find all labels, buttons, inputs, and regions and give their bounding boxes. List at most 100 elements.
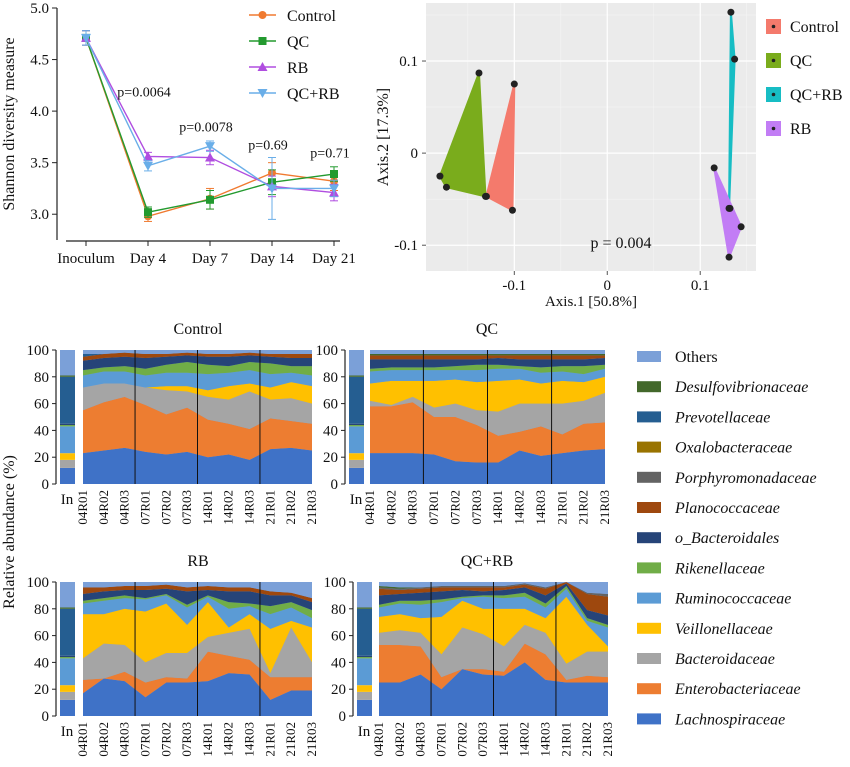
y-axis-label: Shannon diversity measure (1, 37, 18, 210)
inoculum-segment (60, 699, 75, 716)
sample-label: 21R02 (579, 722, 594, 757)
y-axis-label: Relative abundance (%) (1, 455, 18, 609)
inoculum-segment (349, 375, 364, 377)
y-tick-label: 100 (27, 575, 50, 591)
sample-label: 21R01 (262, 490, 277, 525)
data-point (258, 37, 267, 45)
legend-label: Prevotellaceae (674, 409, 770, 426)
sample-label: 14R02 (221, 490, 236, 525)
sample-label: 14R03 (538, 722, 553, 757)
sample-label: 07R03 (179, 490, 194, 525)
sample-label: 21R03 (597, 490, 612, 525)
inoculum-segment (60, 426, 75, 454)
legend-swatch (637, 562, 661, 574)
legend-label: o_Bacteroidales (675, 530, 779, 547)
sample-point (727, 8, 735, 16)
inoculum-segment (60, 582, 75, 608)
legend-label: Control (790, 19, 839, 36)
shannon-line-chart: 3.0 3.5 4.0 4.5 5.0 Shannon diversity measure… (1, 1, 356, 267)
x-tick-label: Day 7 (192, 251, 229, 267)
inoculum-segment (60, 350, 75, 376)
sample-label: 14R01 (200, 490, 215, 525)
y-tick-label: 60 (34, 629, 49, 645)
sample-label: 21R03 (304, 490, 319, 525)
inoculum-segment (60, 375, 75, 377)
y-tick-label: 40 (34, 423, 49, 439)
x-tick-label: Day 14 (250, 251, 294, 267)
y-tick-label: 0 (411, 146, 419, 162)
sample-label: 04R01 (362, 490, 377, 525)
panel-title: QC+RB (461, 553, 514, 570)
sample-label: 07R01 (137, 490, 152, 525)
legend-dot (771, 24, 776, 29)
legend-label: Enterobacteriaceae (674, 681, 801, 698)
taxon-area (83, 582, 312, 599)
sample-label: 04R02 (96, 722, 111, 757)
data-point (330, 170, 338, 179)
y-tick-label: 80 (331, 602, 346, 618)
legend-label: QC+RB (790, 87, 843, 104)
sample-label: 21R02 (283, 490, 298, 525)
y-tick-label: 60 (323, 397, 338, 413)
sample-label: 21R03 (600, 722, 615, 757)
inoculum-label: In (350, 492, 363, 508)
sample-label: 04R03 (413, 722, 428, 757)
sample-label: 07R01 (137, 722, 152, 757)
sample-label: 14R01 (200, 722, 215, 757)
data-point (267, 184, 277, 194)
legend-label: Planococcaceae (674, 500, 780, 517)
sample-label: 04R03 (117, 722, 132, 757)
panel-title: RB (187, 553, 208, 570)
inoculum-segment (357, 655, 372, 658)
y-tick-label: 3.0 (30, 207, 49, 223)
inoculum-segment (357, 699, 372, 716)
legend-swatch (637, 653, 661, 664)
y-tick-label: 60 (34, 397, 49, 413)
sample-label: 21R01 (554, 490, 569, 525)
sample-label: 04R01 (371, 722, 386, 757)
inoculum-segment (349, 467, 364, 484)
sample-label: 14R02 (221, 722, 236, 757)
sample-label: 07R02 (158, 490, 173, 525)
relative-abundance-charts: 04R01 04R02 04R03 07R01 07R02 07R03 14R01 14R02… (1, 321, 615, 757)
sample-point (737, 223, 745, 231)
panel-title: QC (476, 321, 498, 338)
y-tick-label: 0.1 (399, 54, 418, 70)
p-value-annotation: p=0.0064 (117, 86, 170, 101)
sample-point (726, 204, 734, 212)
y-tick-label: 0 (42, 709, 50, 725)
inoculum-segment (357, 658, 372, 686)
data-point (257, 89, 268, 98)
data-point (257, 62, 268, 71)
y-tick-label: 4.0 (30, 104, 49, 120)
inoculum-segment (349, 426, 364, 454)
legend-label: QC (790, 53, 812, 70)
y-tick-label: 40 (323, 423, 338, 439)
legend-label: Lachnospiraceae (674, 711, 785, 728)
legend-swatch (637, 351, 661, 362)
inoculum-segment (357, 582, 372, 608)
y-tick-label: 80 (34, 602, 49, 618)
legend-label: Veillonellaceae (675, 621, 773, 638)
taxon-area (379, 643, 608, 690)
y-tick-label: 20 (323, 450, 338, 466)
sample-label: 14R02 (512, 490, 527, 525)
inoculum-segment (349, 459, 364, 468)
legend-swatch (637, 381, 661, 393)
legend-label: RB (287, 60, 308, 77)
legend-label: Bacteroidaceae (675, 651, 775, 668)
data-point (258, 11, 267, 19)
taxon-area (83, 594, 312, 619)
pcoa-scatter-chart: -0.1 0 0.1 -0.1 0 0.1 Axis.1 [50.8%] Axis.2 [17… (375, 3, 843, 310)
legend-label: Control (287, 8, 336, 25)
x-tick-label: 0 (604, 278, 612, 294)
sample-point (481, 192, 489, 200)
p-value-annotation: p=0.69 (248, 138, 287, 153)
inoculum-segment (60, 425, 75, 427)
inoculum-segment (349, 350, 364, 376)
inoculum-segment (349, 423, 364, 426)
p-value-annotation: p = 0.004 (590, 235, 651, 252)
inoculum-segment (349, 376, 364, 424)
sample-label: 04R03 (117, 490, 132, 525)
legend-swatch (637, 411, 661, 423)
